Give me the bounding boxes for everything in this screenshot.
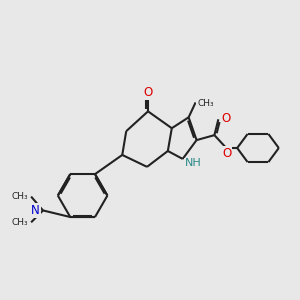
Text: O: O bbox=[222, 147, 232, 160]
Text: O: O bbox=[221, 112, 231, 124]
Text: CH₃: CH₃ bbox=[11, 192, 28, 201]
Text: CH₃: CH₃ bbox=[11, 218, 28, 227]
Text: CH₃: CH₃ bbox=[197, 99, 214, 108]
Text: O: O bbox=[143, 86, 153, 99]
Text: NH: NH bbox=[185, 158, 202, 168]
Text: N: N bbox=[31, 204, 40, 217]
